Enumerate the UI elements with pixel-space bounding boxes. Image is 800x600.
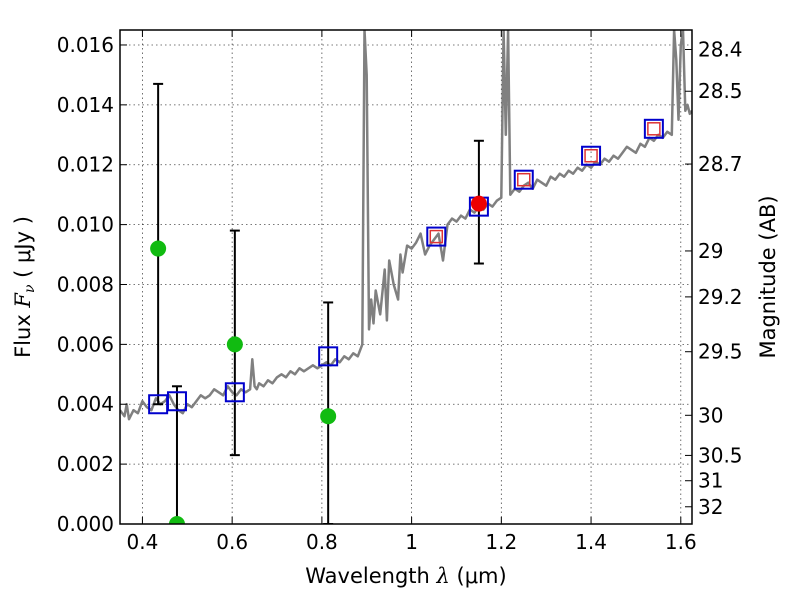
nir-model-square: [517, 172, 531, 187]
y-tick-label: 0.014: [57, 93, 114, 117]
x-tick-label: 1.6: [665, 530, 697, 554]
model-photometry-square: [581, 145, 602, 166]
y-axis-label: Flux Fν ( μJy ): [11, 216, 38, 358]
y-tick-label: 0.006: [57, 332, 114, 356]
x-axis-label: Wavelength λ (μm): [305, 564, 506, 588]
model-spectrum-line: [120, 30, 692, 421]
y-tick-label: 0.000: [57, 512, 114, 536]
y2-tick-label: 32: [698, 495, 723, 519]
axis-ticks: 0.4 0.6 0.8 1 1.2 1.4 1.6 0.000 0.002 0.004 0.006 0…: [57, 30, 743, 554]
model-photometry-square: [426, 226, 447, 247]
observed-point-highlight: [470, 195, 487, 212]
y2-tick-label: 30: [698, 403, 723, 427]
y2-tick-label: 31: [698, 469, 723, 493]
x-tick-label: 1.4: [575, 530, 607, 554]
y-tick-label: 0.004: [57, 392, 114, 416]
y-tick-label: 0.008: [57, 272, 114, 296]
y2-axis-label: Magnitude (AB): [756, 195, 780, 358]
plot-area: [120, 30, 692, 524]
y-tick-label: 0.012: [57, 153, 114, 177]
observed-point: [168, 516, 185, 524]
x-tick-label: 1: [405, 530, 418, 554]
y2-tick-label: 28.4: [698, 37, 743, 61]
observed-point: [226, 336, 243, 353]
y-tick-label: 0.002: [57, 452, 114, 476]
y-tick-label: 0.016: [57, 33, 114, 57]
model-photometry-square: [166, 391, 187, 412]
y2-tick-label: 28.5: [698, 79, 743, 103]
x-tick-label: 1.2: [485, 530, 517, 554]
nir-model-square: [584, 148, 598, 163]
model-photometry-square: [643, 118, 664, 139]
observed-point: [150, 240, 167, 257]
y2-tick-label: 30.5: [698, 443, 743, 467]
x-tick-label: 0.8: [306, 530, 338, 554]
y2-tick-label: 29.5: [698, 340, 743, 364]
nir-model-square: [647, 122, 661, 136]
x-tick-label: 0.4: [127, 530, 159, 554]
model-photometry-square: [513, 169, 534, 190]
y2-tick-label: 29: [698, 239, 723, 263]
axes-frame: [119, 29, 693, 525]
grid-lines: [120, 30, 692, 524]
observed-point: [320, 408, 337, 425]
nir-model-square: [429, 229, 444, 244]
model-photometry-square: [224, 382, 245, 403]
y-tick-label: 0.010: [57, 213, 114, 237]
model-photometry-square: [318, 346, 339, 367]
x-tick-label: 0.6: [216, 530, 248, 554]
y2-tick-label: 28.7: [698, 152, 743, 176]
y2-tick-label: 29.2: [698, 285, 743, 309]
